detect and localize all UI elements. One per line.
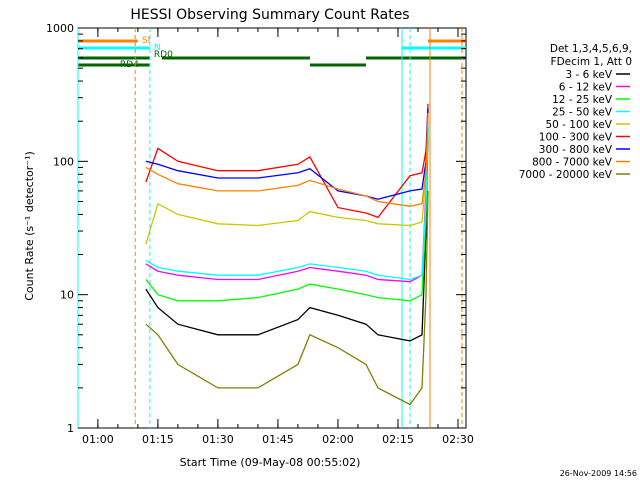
legend-label: 7000 - 20000 keV: [519, 169, 613, 181]
x-tick-label: 02:00: [322, 433, 354, 446]
x-tick-label: 01:45: [262, 433, 294, 446]
timestamp: 26-Nov-2009 14:56: [560, 469, 637, 478]
series-line: [145, 127, 429, 342]
legend: Det 1,3,4,5,6,9, FDecim 1, Att 0 3 - 6 k…: [519, 43, 632, 181]
x-tick-label: 02:15: [382, 433, 414, 446]
series-layer: [145, 103, 429, 406]
legend-label: 3 - 6 keV: [565, 69, 612, 81]
y-axis-label: Count Rate (s⁻¹ detector⁻¹): [23, 151, 36, 301]
plot-area: [77, 27, 467, 429]
x-axis-label: Start Time (09-May-08 00:55:02): [180, 456, 361, 469]
x-tick-label: 02:30: [442, 433, 474, 446]
series-line: [145, 190, 429, 406]
chart-title: HESSI Observing Summary Count Rates: [130, 7, 409, 23]
series-line: [145, 103, 429, 219]
flag-label: RD4: [120, 60, 139, 70]
legend-label: 800 - 7000 keV: [532, 157, 613, 169]
x-tick-label: 01:30: [202, 433, 234, 446]
flag-label: RD0: [154, 50, 173, 60]
series-line: [145, 108, 429, 245]
y-tick-label: 10: [60, 289, 74, 302]
series-line: [145, 108, 429, 200]
y-tick-label: 1000: [46, 22, 74, 35]
series-line: [145, 115, 429, 281]
legend-header-1: Det 1,3,4,5,6,9,: [550, 43, 632, 55]
axis-layer: 1 10 100 1000 01:00 01:15 01:30 01:45 02:00 02:15…: [46, 22, 474, 446]
legend-label: 300 - 800 keV: [539, 144, 613, 156]
legend-label: 25 - 50 keV: [552, 107, 613, 119]
legend-label: 50 - 100 keV: [545, 119, 612, 131]
vertical-line-layer: [77, 28, 463, 428]
legend-header-2: FDecim 1, Att 0: [551, 56, 632, 68]
x-tick-label: 01:15: [142, 433, 174, 446]
legend-label: 100 - 300 keV: [539, 132, 613, 144]
y-tick-label: 100: [53, 155, 74, 168]
flag-label: SI: [142, 36, 150, 46]
y-tick-label: 1: [67, 422, 74, 435]
flag-label: N: [154, 43, 161, 53]
legend-label: 12 - 25 keV: [552, 94, 613, 106]
legend-label: 6 - 12 keV: [559, 82, 613, 94]
series-line: [145, 113, 429, 207]
series-line: [145, 121, 429, 302]
x-tick-label: 01:00: [82, 433, 114, 446]
series-line: [145, 110, 429, 283]
